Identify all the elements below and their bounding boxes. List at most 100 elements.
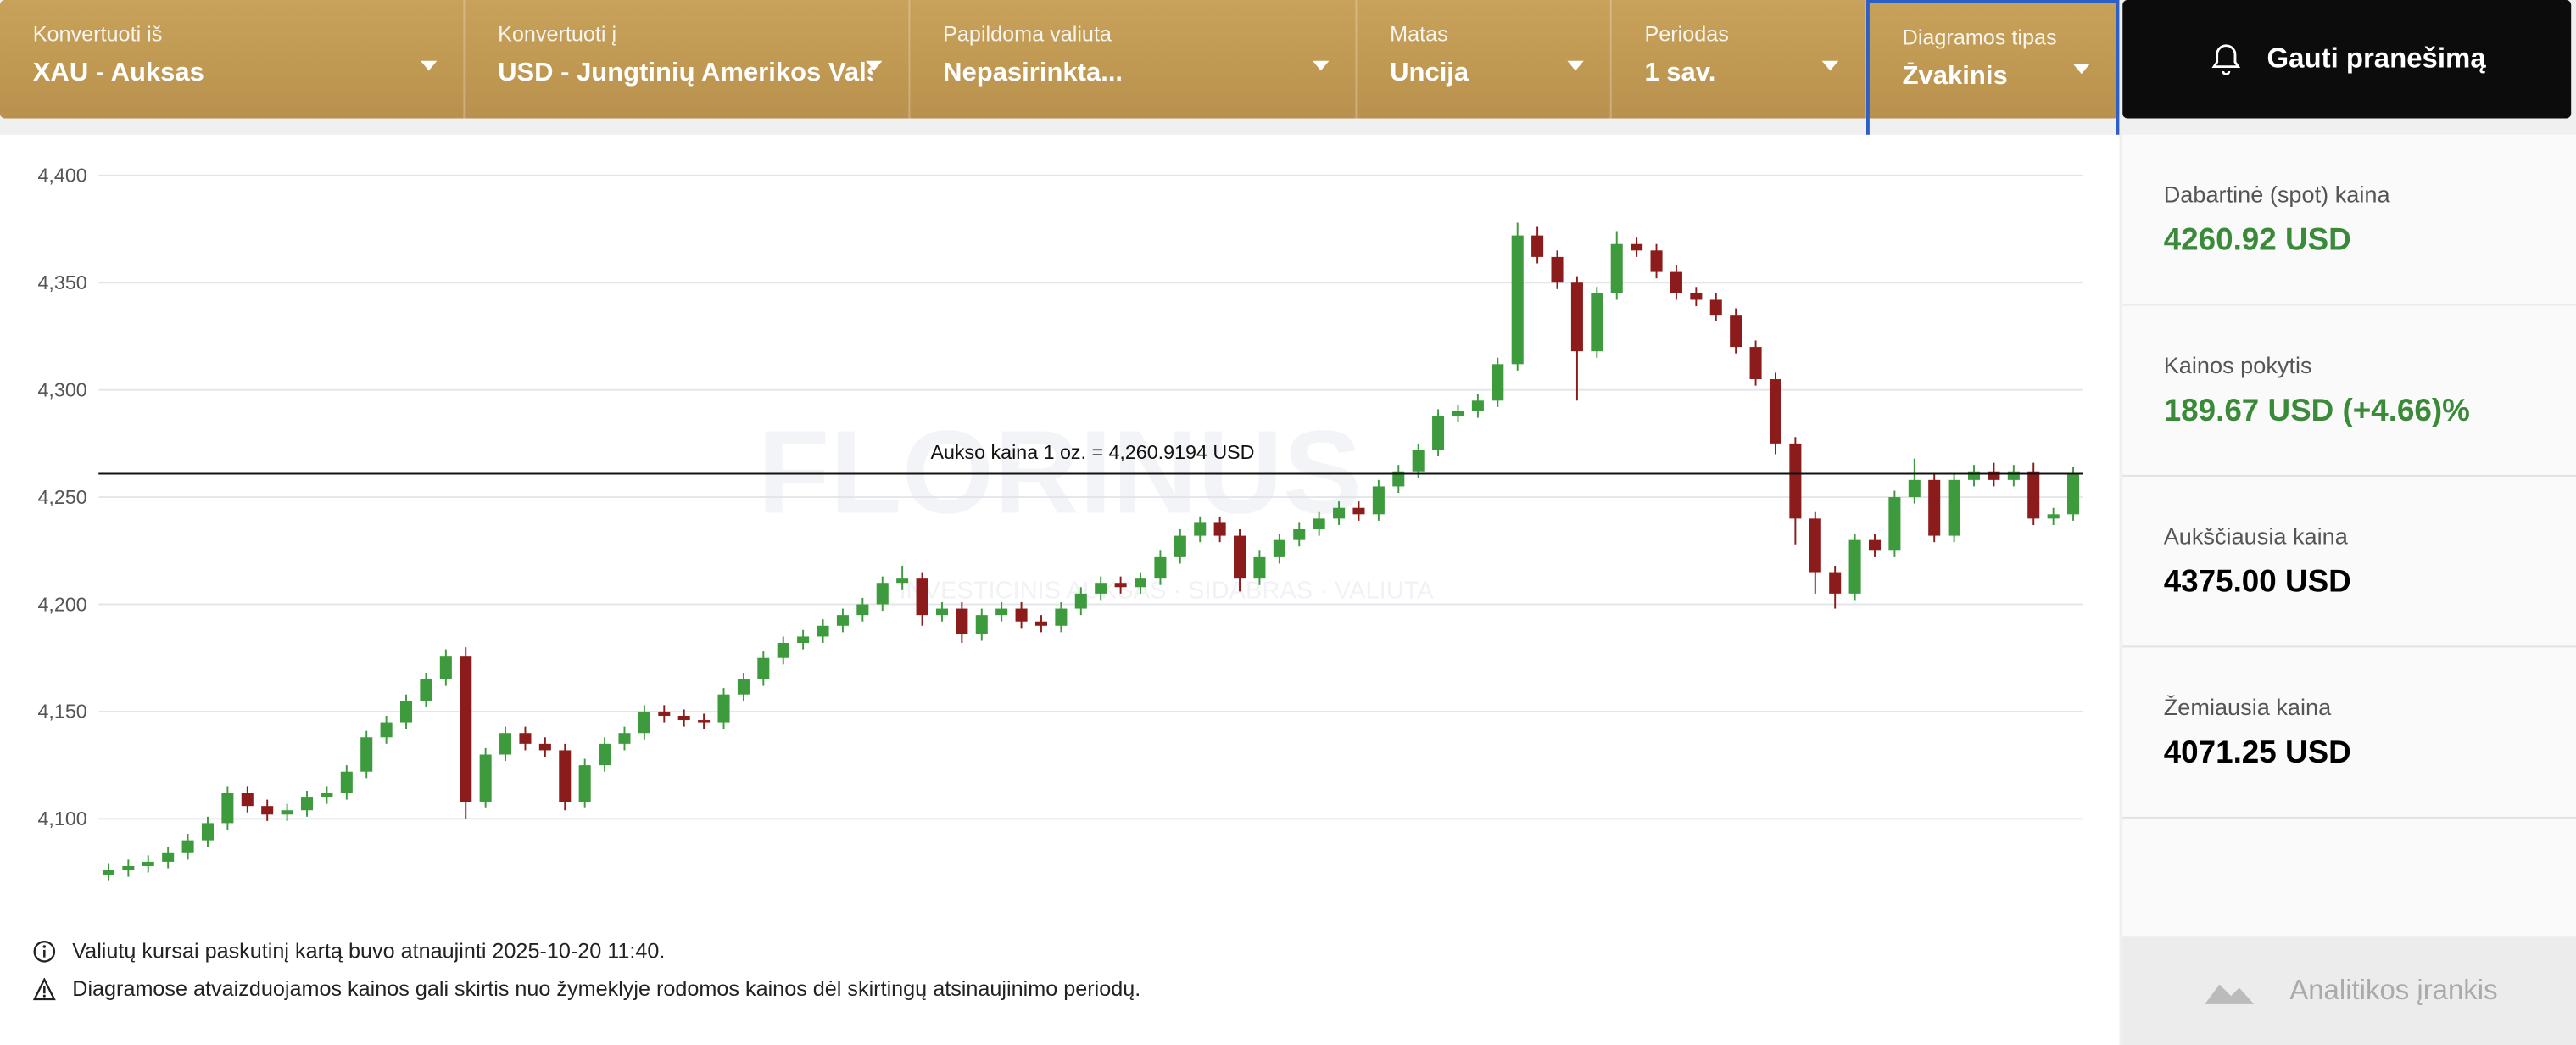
candle-body: [2067, 473, 2080, 515]
candle-body: [1829, 572, 1842, 594]
info-icon: [33, 940, 56, 962]
candle-body: [281, 810, 293, 815]
dropdown[interactable]: Konvertuoti iš XAU - Auksas: [0, 0, 466, 119]
candle-body: [1928, 479, 1941, 536]
candle-body: [1174, 535, 1186, 557]
candle-body: [380, 722, 393, 738]
candle-body: [1154, 556, 1167, 579]
candle-body: [797, 636, 810, 644]
candle-body: [1313, 518, 1325, 530]
value: Žvakinis: [1902, 62, 2008, 91]
candle-body: [1134, 578, 1147, 588]
candle-body: [2007, 471, 2020, 480]
y-tick-label: 4,150: [38, 701, 87, 723]
y-tick-label: 4,300: [38, 378, 87, 400]
candle-body: [1333, 507, 1346, 519]
y-tick-label: 4,100: [38, 808, 87, 830]
watermark-tagline: INVESTICINIS AUKSAS · SIDABRAS · VALIUTA: [900, 577, 1435, 604]
candle-body: [1769, 379, 1781, 444]
stat-value: 4260.92 USD: [2163, 223, 2351, 259]
candle-body: [1531, 235, 1544, 257]
dropdown[interactable]: Konvertuoti į USD - Jungtinių Amerikos Va…: [465, 0, 911, 119]
candle-body: [261, 806, 274, 815]
value: USD - Jungtinių Amerikos Valst…: [498, 59, 873, 87]
candle-body: [658, 711, 671, 716]
candle-body: [777, 643, 789, 658]
candle-body: [1015, 608, 1028, 622]
candle-body: [538, 743, 551, 751]
value: XAU - Auksas: [32, 59, 204, 87]
y-tick-label: 4,400: [38, 165, 87, 187]
candle-body: [460, 656, 472, 802]
dropdown[interactable]: Periodas 1 sav.: [1612, 0, 1866, 119]
dropdown[interactable]: Papildoma valiuta Nepasirinkta...: [910, 0, 1358, 119]
stat-label: Aukščiausia kaina: [2163, 522, 2348, 550]
candle-body: [975, 615, 988, 634]
candle-body: [916, 578, 928, 616]
candle-body: [1789, 443, 1802, 519]
candle-body: [162, 852, 175, 862]
candle-body: [876, 583, 889, 605]
candle-body: [1471, 400, 1484, 411]
candle-body: [1055, 608, 1068, 626]
value: Uncija: [1390, 59, 1469, 87]
candle-body: [1868, 539, 1882, 551]
candle-body: [181, 840, 194, 853]
candle-body: [1511, 235, 1524, 365]
candle-body: [1591, 293, 1603, 352]
candle-body: [1551, 256, 1564, 283]
candle-body: [1749, 347, 1762, 380]
candle-body: [1631, 243, 1643, 251]
button-label: Gauti pranešimą: [2267, 42, 2486, 75]
candle-body: [1809, 518, 1821, 573]
candle-body: [1492, 364, 1504, 401]
label: Konvertuoti į: [498, 21, 617, 47]
candle-body: [1452, 411, 1464, 416]
candle-body: [1194, 522, 1207, 536]
candle-body: [1650, 250, 1663, 272]
candle-body: [439, 656, 452, 679]
alert-button[interactable]: Gauti pranešimą: [2122, 0, 2572, 119]
stat: Aukščiausia kaina 4375.00 USD: [2122, 477, 2576, 648]
stat: Dabartinė (spot) kaina 4260.92 USD: [2122, 135, 2576, 306]
chart-panel: FLORINUS INVESTICINIS AUKSAS · SIDABRAS …: [0, 134, 2120, 1045]
candle-body: [360, 737, 373, 772]
candle-body: [559, 750, 572, 802]
candle-body: [102, 870, 114, 875]
candle-body: [1908, 479, 1921, 498]
candle-body: [836, 615, 849, 626]
candle-body: [519, 733, 532, 744]
candle-body: [1114, 583, 1127, 588]
candle-body: [1095, 583, 1107, 594]
candle-body: [856, 604, 869, 616]
y-tick-label: 4,200: [38, 593, 87, 615]
candle-body: [995, 608, 1008, 616]
analytics-link[interactable]: Analitikos įrankis: [2122, 936, 2576, 1045]
stat-label: Žemiausia kaina: [2163, 693, 2332, 720]
dropdown[interactable]: Diagramos tipas Žvakinis: [1866, 0, 2120, 135]
candle-body: [1570, 282, 1583, 352]
y-tick-label: 4,350: [38, 271, 87, 293]
candle-body: [677, 715, 690, 721]
header: Konvertuoti iš XAU - Auksas Konvertuoti į…: [0, 0, 2120, 135]
candle-body: [1074, 593, 1087, 609]
candle-body: [122, 865, 135, 871]
note-text: Diagramose atvaizduojamos kainos gali sk…: [72, 975, 1141, 1001]
candle-body: [300, 797, 314, 811]
warning-icon: [32, 976, 56, 1000]
label: Diagramos tipas: [1902, 25, 2057, 50]
label: Matas: [1390, 21, 1448, 47]
dropdown[interactable]: Matas Uncija: [1357, 0, 1612, 119]
candle-body: [1293, 529, 1306, 540]
stats-panel: Dabartinė (spot) kaina 4260.92 USD Kainos…: [2122, 134, 2576, 937]
candle-body: [400, 701, 413, 723]
candle-body: [638, 711, 650, 734]
candle-body: [1372, 486, 1385, 515]
stat-value: 4071.25 USD: [2163, 736, 2351, 771]
candle-body: [757, 657, 770, 679]
stat-value: 189.67 USD (+4.66)%: [2163, 394, 2470, 429]
candle-body: [2027, 471, 2040, 519]
stat: Kainos pokytis 189.67 USD (+4.66)%: [2122, 305, 2576, 477]
